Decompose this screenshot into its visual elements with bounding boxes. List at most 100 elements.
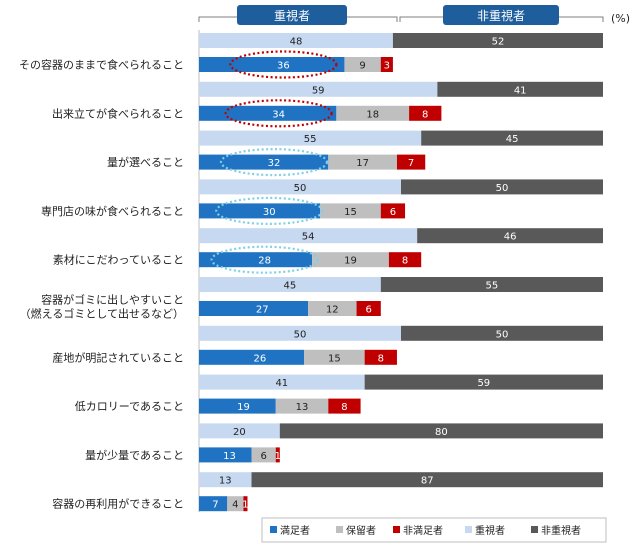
category-label-3: 専門店の味が食べられること — [41, 204, 184, 218]
bar-importance_series-0-row-5 — [199, 277, 381, 292]
bar-importance_series-0-row-0 — [199, 33, 393, 48]
legend-swatch-4 — [531, 526, 538, 533]
category-label-8: 量が少量であること — [85, 448, 184, 462]
bar-satisfaction_series-2-row-9 — [243, 496, 248, 512]
data-label-importance_series-0-row-0: 48 — [290, 37, 303, 48]
data-label-importance_series-1-row-5: 55 — [486, 281, 499, 292]
data-label-importance_series-0-row-3: 50 — [294, 183, 307, 194]
data-label-importance_series-1-row-0: 52 — [492, 37, 505, 48]
data-label-satisfaction_series-2-row-4: 8 — [402, 256, 408, 267]
header-importance-box — [237, 5, 347, 25]
legend-swatch-3 — [465, 526, 472, 533]
data-label-satisfaction_series-2-row-8: 1 — [275, 451, 281, 462]
bar-importance_series-0-row-4 — [199, 228, 418, 244]
data-label-satisfaction_series-0-row-2: 32 — [268, 158, 281, 169]
bar-satisfaction_series-0-row-7 — [199, 398, 276, 414]
data-label-satisfaction_series-2-row-9: 1 — [242, 500, 248, 511]
legend-label-4: 非重視者 — [541, 524, 581, 537]
legend-swatch-0 — [270, 526, 277, 533]
bar-importance_series-0-row-8 — [199, 423, 280, 439]
bar-satisfaction_series-0-row-3 — [199, 203, 321, 219]
bar-satisfaction_series-1-row-1 — [336, 105, 410, 121]
data-label-importance_series-0-row-1: 59 — [312, 85, 325, 96]
legend-swatch-2 — [393, 526, 400, 533]
bar-satisfaction_series-0-row-2 — [199, 154, 329, 170]
category-label-5-line-1: （燃えるゴミとして出せるなど） — [20, 307, 184, 321]
category-label-1: 出来立てが食べられること — [52, 106, 184, 120]
bar-satisfaction_series-1-row-3 — [320, 203, 381, 219]
data-label-satisfaction_series-0-row-6: 26 — [254, 353, 267, 364]
bar-satisfaction_series-2-row-3 — [380, 203, 406, 219]
data-label-importance_series-1-row-6: 50 — [496, 329, 509, 340]
data-label-satisfaction_series-2-row-6: 8 — [378, 353, 384, 364]
bar-satisfaction_series-0-row-9 — [199, 496, 228, 512]
legend-label-1: 保留者 — [346, 524, 376, 537]
data-label-satisfaction_series-2-row-1: 8 — [422, 109, 428, 120]
data-label-satisfaction_series-2-row-5: 6 — [365, 305, 371, 316]
bar-satisfaction_series-0-row-4 — [199, 252, 313, 268]
data-label-satisfaction_series-1-row-4: 19 — [344, 256, 357, 267]
highlight-ellipse-row-1 — [224, 99, 333, 128]
highlight-ellipse-row-2 — [219, 148, 329, 177]
bar-importance_series-0-row-2 — [199, 130, 422, 146]
bar-importance_series-0-row-6 — [199, 325, 401, 341]
data-label-importance_series-1-row-2: 45 — [506, 134, 519, 145]
bar-satisfaction_series-0-row-1 — [199, 105, 337, 121]
data-label-importance_series-1-row-7: 59 — [477, 378, 490, 389]
data-label-satisfaction_series-0-row-8: 13 — [223, 451, 236, 462]
category-label-2: 量が選べること — [107, 155, 184, 169]
bar-importance_series-1-row-8 — [279, 423, 603, 439]
category-label-0: その容器のままで食べられること — [19, 58, 184, 72]
data-label-satisfaction_series-1-row-2: 17 — [356, 158, 369, 169]
data-label-satisfaction_series-0-row-5: 27 — [256, 305, 269, 316]
data-label-importance_series-0-row-7: 41 — [275, 378, 288, 389]
bar-satisfaction_series-1-row-0 — [344, 57, 381, 72]
highlight-ellipse-row-4 — [210, 245, 319, 274]
bar-importance_series-1-row-1 — [437, 81, 603, 97]
data-label-importance_series-0-row-4: 54 — [302, 232, 315, 243]
data-label-satisfaction_series-2-row-0: 3 — [384, 61, 390, 72]
data-label-satisfaction_series-0-row-0: 36 — [277, 61, 290, 72]
data-label-importance_series-1-row-1: 41 — [514, 85, 527, 96]
data-label-satisfaction_series-1-row-6: 15 — [328, 353, 341, 364]
bar-satisfaction_series-1-row-7 — [275, 398, 329, 414]
data-label-importance_series-0-row-2: 55 — [304, 134, 317, 145]
data-label-satisfaction_series-1-row-8: 6 — [260, 451, 266, 462]
data-label-importance_series-1-row-3: 50 — [496, 183, 509, 194]
data-label-satisfaction_series-1-row-7: 13 — [296, 402, 309, 413]
data-label-satisfaction_series-2-row-7: 8 — [341, 402, 347, 413]
data-label-importance_series-1-row-4: 46 — [504, 232, 517, 243]
bar-satisfaction_series-2-row-5 — [356, 301, 381, 316]
category-label-7: 低カロリーであること — [75, 400, 184, 413]
bar-satisfaction_series-0-row-8 — [199, 447, 252, 463]
data-label-satisfaction_series-1-row-1: 18 — [366, 109, 379, 120]
bar-satisfaction_series-2-row-6 — [364, 349, 397, 365]
header-non-importance-label: 非重視者 — [477, 8, 525, 23]
data-label-satisfaction_series-1-row-0: 9 — [359, 61, 365, 72]
bar-satisfaction_series-1-row-4 — [312, 252, 389, 268]
bar-importance_series-1-row-3 — [401, 179, 603, 195]
bar-satisfaction_series-1-row-8 — [251, 447, 276, 463]
bar-satisfaction_series-0-row-0 — [199, 57, 345, 72]
data-label-satisfaction_series-1-row-9: 4 — [232, 500, 238, 511]
category-label-5-line-0: 容器がゴミに出しやすいこと — [41, 293, 184, 307]
highlight-ellipse-row-3 — [215, 196, 324, 225]
header-importance-label: 重視者 — [274, 8, 310, 23]
bar-satisfaction_series-1-row-2 — [328, 154, 397, 170]
data-label-satisfaction_series-0-row-1: 34 — [272, 109, 285, 120]
bar-importance_series-1-row-7 — [364, 374, 603, 390]
category-label-4: 素材にこだわっていること — [53, 253, 184, 267]
bar-satisfaction_series-2-row-4 — [388, 252, 422, 268]
bar-importance_series-0-row-1 — [199, 81, 438, 97]
data-label-importance_series-1-row-8: 80 — [435, 427, 448, 438]
bar-importance_series-1-row-5 — [380, 277, 603, 292]
legend-label-0: 満足者 — [280, 525, 310, 537]
bar-importance_series-1-row-4 — [417, 228, 603, 244]
legend-label-3: 重視者 — [475, 524, 505, 537]
bar-importance_series-1-row-9 — [251, 472, 603, 488]
data-label-importance_series-0-row-5: 45 — [284, 281, 297, 292]
data-label-importance_series-0-row-9: 13 — [219, 476, 232, 487]
bar-satisfaction_series-0-row-5 — [199, 301, 309, 316]
bar-importance_series-0-row-7 — [199, 374, 365, 390]
